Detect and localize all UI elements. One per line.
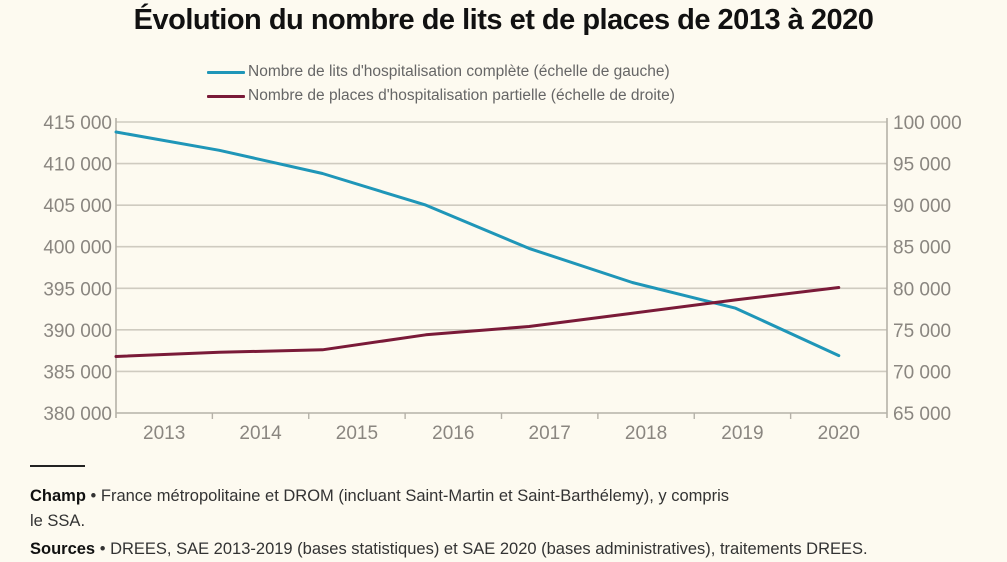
champ-label: Champ bbox=[30, 487, 86, 505]
sources-label: Sources bbox=[30, 540, 96, 558]
left-tick-label: 395 000 bbox=[43, 279, 112, 300]
left-tick-label: 410 000 bbox=[43, 155, 112, 176]
x-tick-label: 2019 bbox=[721, 423, 763, 444]
right-tick-label: 100 000 bbox=[893, 113, 962, 134]
left-tick-label: 400 000 bbox=[43, 238, 112, 259]
champ-note: Champ • France métropolitaine et DROM (i… bbox=[30, 484, 729, 508]
left-tick-label: 380 000 bbox=[43, 404, 112, 425]
left-tick-label: 385 000 bbox=[43, 362, 112, 383]
sources-text: • DREES, SAE 2013-2019 (bases statistiqu… bbox=[95, 540, 868, 558]
x-tick-label: 2020 bbox=[818, 423, 860, 444]
right-tick-label: 80 000 bbox=[893, 279, 951, 300]
x-tick-label: 2018 bbox=[625, 423, 667, 444]
left-tick-label: 405 000 bbox=[43, 196, 112, 217]
right-tick-label: 95 000 bbox=[893, 155, 951, 176]
x-tick-label: 2017 bbox=[529, 423, 571, 444]
x-tick-label: 2015 bbox=[336, 423, 378, 444]
champ-text: • France métropolitaine et DROM (incluan… bbox=[85, 487, 730, 505]
x-tick-label: 2014 bbox=[239, 423, 282, 444]
chart-title: Évolution du nombre de lits et de places… bbox=[133, 4, 874, 36]
right-tick-label: 65 000 bbox=[893, 404, 951, 425]
legend-label-places: Nombre de places d'hospitalisation parti… bbox=[248, 87, 675, 104]
legend-swatch-lits bbox=[207, 70, 245, 74]
champ-note-cont: le SSA. bbox=[30, 512, 86, 530]
legend-label-lits: Nombre de lits d'hospitalisation complèt… bbox=[248, 63, 670, 80]
x-tick-label: 2016 bbox=[432, 423, 474, 444]
legend-item-lits: Nombre de lits d'hospitalisation complèt… bbox=[207, 63, 670, 81]
left-tick-label: 390 000 bbox=[43, 321, 112, 342]
sources-note: Sources • DREES, SAE 2013-2019 (bases st… bbox=[30, 537, 868, 561]
footer-divider bbox=[30, 465, 85, 467]
right-tick-label: 75 000 bbox=[893, 321, 951, 342]
series-line-lits bbox=[114, 130, 841, 358]
right-tick-label: 85 000 bbox=[893, 238, 951, 259]
series-line-places bbox=[114, 286, 841, 358]
legend-swatch-places bbox=[207, 94, 245, 98]
x-tick-label: 2013 bbox=[143, 423, 185, 444]
left-tick-label: 415 000 bbox=[43, 113, 112, 134]
right-tick-label: 70 000 bbox=[893, 362, 951, 383]
right-tick-label: 90 000 bbox=[893, 196, 951, 217]
legend-item-places: Nombre de places d'hospitalisation parti… bbox=[207, 87, 675, 105]
